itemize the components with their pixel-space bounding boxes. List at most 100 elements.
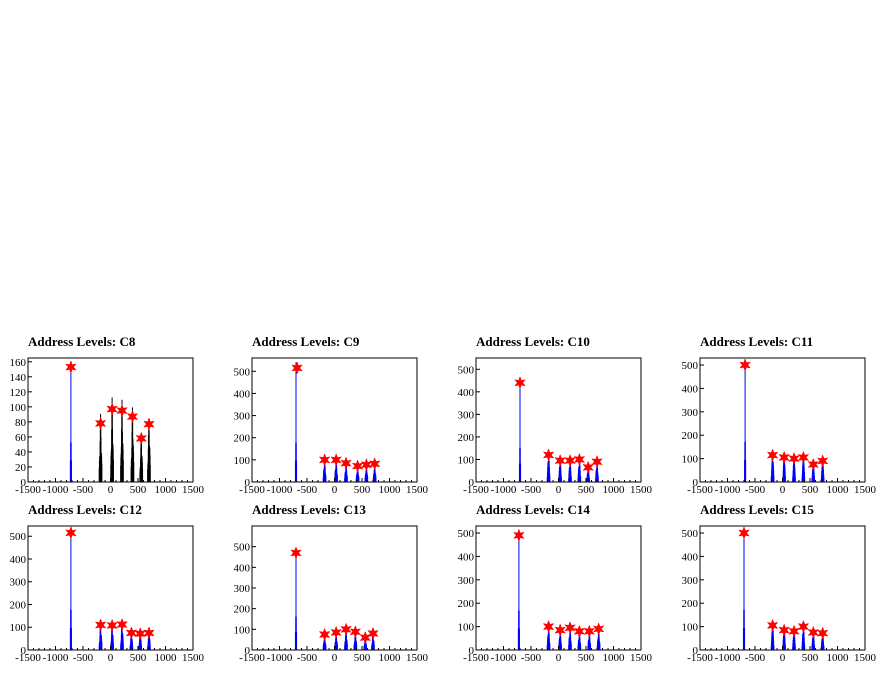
y-tick-label: 160 xyxy=(10,357,27,369)
x-tick-label: -1000 xyxy=(715,484,741,496)
x-tick-label: 0 xyxy=(556,652,562,664)
y-tick-label: 300 xyxy=(234,583,251,595)
peak-marker xyxy=(778,623,790,637)
peak-marker xyxy=(340,622,352,637)
x-tick-label: 1500 xyxy=(182,484,205,496)
x-tick-label: 0 xyxy=(780,484,786,496)
peak-marker xyxy=(592,622,605,636)
y-tick-label: 100 xyxy=(682,454,699,466)
peak-marker xyxy=(65,360,77,374)
peak-marker xyxy=(573,624,586,639)
peak-marker xyxy=(582,460,595,475)
y-tick-label: 300 xyxy=(458,409,475,421)
peak-marker xyxy=(591,454,603,469)
x-tick-label: -500 xyxy=(745,652,766,664)
x-tick-label: -1500 xyxy=(463,652,489,664)
x-tick-label: -1000 xyxy=(715,652,741,664)
chart-canvas: -1500 -1000 -500 0 500 1000 1500 0 100 200 300 400 5… xyxy=(458,525,653,664)
peak-marker xyxy=(134,626,147,641)
y-tick-label: 300 xyxy=(682,407,699,419)
x-tick-label: 500 xyxy=(578,484,595,496)
x-tick-label: 500 xyxy=(354,652,371,664)
x-tick-label: 0 xyxy=(332,484,338,496)
chart-canvas: -1500 -1000 -500 0 500 1000 1500 0 100 200 300 400 5… xyxy=(682,357,877,496)
y-tick-label: 400 xyxy=(458,551,475,563)
chart-panel: Address Levels: C11 -1500 -1000 -500 0 500 100… xyxy=(672,334,896,512)
peak-marker xyxy=(807,457,820,472)
y-tick-label: 500 xyxy=(682,528,699,540)
peak-marker xyxy=(94,618,107,632)
x-tick-label: 500 xyxy=(802,484,819,496)
chart-title: Address Levels: C13 xyxy=(252,502,366,517)
y-tick-label: 200 xyxy=(458,432,475,444)
peak-marker xyxy=(766,618,779,633)
y-tick-label: 200 xyxy=(682,598,699,610)
x-tick-label: 500 xyxy=(578,652,595,664)
chart-title: Address Levels: C10 xyxy=(476,334,590,349)
y-tick-label: 0 xyxy=(245,477,251,489)
peak-marker xyxy=(542,448,555,462)
y-tick-label: 200 xyxy=(10,599,27,611)
y-tick-label: 300 xyxy=(10,577,27,589)
y-tick-label: 0 xyxy=(469,477,475,489)
peak-marker xyxy=(318,453,331,467)
chart-title: Address Levels: C8 xyxy=(28,334,136,349)
y-tick-label: 100 xyxy=(234,624,251,636)
y-tick-label: 100 xyxy=(458,622,475,634)
x-tick-label: 500 xyxy=(802,652,819,664)
y-tick-label: 400 xyxy=(234,388,251,400)
plot-frame xyxy=(699,357,866,483)
x-tick-label: -500 xyxy=(521,652,542,664)
chart-title: Address Levels: C14 xyxy=(476,502,590,517)
x-tick-label: 1000 xyxy=(827,484,850,496)
y-tick-label: 100 xyxy=(10,622,27,634)
x-tick-label: -500 xyxy=(521,484,542,496)
y-tick-label: 400 xyxy=(458,387,475,399)
x-tick-label: 1000 xyxy=(827,652,850,664)
y-tick-label: 0 xyxy=(693,477,699,489)
y-tick-label: 0 xyxy=(21,645,27,657)
peak-marker xyxy=(135,431,148,446)
chart-panel: Address Levels: C9 -1500 -1000 -500 0 500 1000… xyxy=(224,334,448,512)
y-tick-label: 40 xyxy=(15,447,27,459)
peak-marker xyxy=(778,450,790,465)
x-tick-label: 500 xyxy=(130,484,147,496)
y-tick-label: 200 xyxy=(234,604,251,616)
chart-title: Address Levels: C12 xyxy=(28,502,142,517)
peak-marker xyxy=(514,376,526,390)
peak-marker xyxy=(94,416,107,431)
peak-marker xyxy=(126,409,139,424)
peak-marker xyxy=(739,358,751,372)
plot-frame xyxy=(251,357,418,483)
y-tick-label: 200 xyxy=(458,598,475,610)
chart-canvas: -1500 -1000 -500 0 500 1000 1500 0 100 200 300 400 5… xyxy=(682,525,877,664)
x-tick-label: -500 xyxy=(297,652,318,664)
x-tick-label: 1500 xyxy=(406,484,429,496)
peak-marker xyxy=(125,626,138,640)
x-tick-label: 0 xyxy=(108,652,114,664)
x-tick-label: -500 xyxy=(73,484,94,496)
x-tick-label: 1500 xyxy=(854,652,877,664)
peak-marker xyxy=(554,453,566,468)
x-tick-label: 500 xyxy=(130,652,147,664)
peak-marker xyxy=(116,617,128,632)
peak-marker xyxy=(788,451,800,466)
x-tick-label: -1000 xyxy=(43,484,69,496)
peak-marker xyxy=(318,627,331,642)
chart-title: Address Levels: C15 xyxy=(700,502,814,517)
x-tick-label: 1500 xyxy=(406,652,429,664)
peak-marker xyxy=(797,450,810,465)
y-tick-label: 100 xyxy=(234,455,251,467)
x-tick-label: 1000 xyxy=(155,652,178,664)
y-tick-label: 400 xyxy=(682,383,699,395)
chart-title: Address Levels: C9 xyxy=(252,334,360,349)
x-tick-label: 1000 xyxy=(379,652,402,664)
peak-marker xyxy=(368,457,381,471)
y-tick-label: 200 xyxy=(682,430,699,442)
y-tick-label: 500 xyxy=(458,528,475,540)
x-tick-label: -1500 xyxy=(15,484,41,496)
x-tick-label: -500 xyxy=(73,652,94,664)
y-tick-label: 300 xyxy=(682,575,699,587)
chart-panel: Address Levels: C13 -1500 -1000 -500 0 500 100… xyxy=(224,502,448,680)
x-tick-label: 0 xyxy=(332,652,338,664)
